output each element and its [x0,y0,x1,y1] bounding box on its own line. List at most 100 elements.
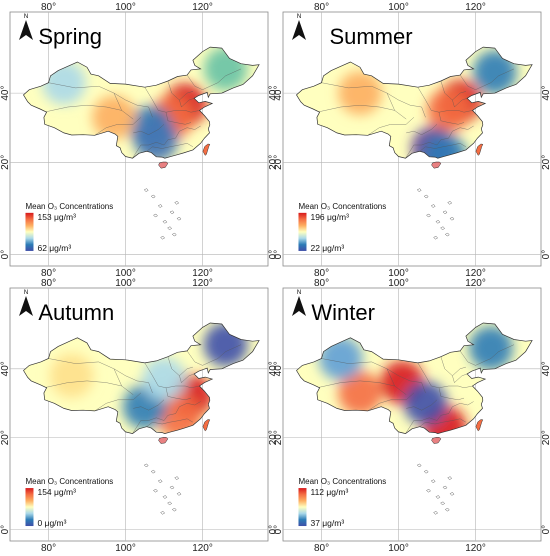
taiwan-island [475,419,484,432]
island-outline [416,188,422,192]
lon-tick-label-top: 120° [465,278,486,289]
legend-color-bar [298,212,307,251]
lon-tick-label-top: 80° [41,278,56,289]
island-outline [442,210,448,215]
province-boundary [386,368,426,393]
concentration-hotspot [403,381,448,426]
taiwan-island [475,143,484,156]
legend-max-label: 153 μg/m³ [37,212,76,222]
province-boundary [406,124,438,135]
lat-tick-label-left: 20° [273,430,284,445]
province-boundary [440,401,474,416]
province-boundary [438,385,473,389]
lat-tick-label-left: 40° [273,361,284,376]
island-outline [416,463,422,468]
province-boundary [419,420,453,427]
lon-tick-label-bottom: 80° [41,268,56,279]
season-title: Winter [311,300,375,325]
lon-tick-label-bottom: 80° [314,543,329,551]
province-boundary [48,358,115,370]
lon-tick-label-bottom: 100° [388,543,409,551]
concentration-hotspot [469,326,513,371]
lat-tick-label-left: 20° [273,155,284,170]
island-outline [447,201,453,205]
province-boundary [316,104,395,113]
province-boundary [406,399,438,411]
province-boundary [113,93,134,120]
hainan-island [158,437,169,444]
province-boundary [417,87,442,121]
island-outline [423,469,429,474]
province-boundary [146,420,180,427]
province-boundary [186,344,242,366]
island-outline [440,501,445,506]
hainan-island [431,161,442,169]
concentration-hotspot [49,353,94,398]
lat-tick-label-left: 0° [273,250,284,260]
province-boundary [179,366,193,376]
island-outline [430,479,436,483]
province-boundary [165,110,200,113]
province-boundary [167,125,201,141]
island-outline [171,507,177,512]
island-outline [449,492,455,496]
lat-tick-label-right: 20° [268,155,279,170]
country-outline [23,322,260,434]
taiwan-island [202,143,211,156]
province-boundary [438,110,473,113]
province-boundary [454,373,468,383]
lon-tick-label-bottom: 100° [115,268,136,279]
province-boundary [417,362,442,397]
province-boundary [367,392,415,412]
island-outline [157,204,163,208]
island-outline [435,495,441,499]
lon-tick-label-top: 80° [314,2,329,13]
country-outline [23,46,260,159]
season-title: Summer [329,24,412,49]
legend-min-label: 62 μg/m³ [37,243,71,253]
lat-tick-label-left: 0° [273,525,284,535]
island-outline [143,463,149,468]
lat-tick-label-right: 40° [541,86,550,101]
island-outline [150,194,156,199]
island-outline [176,216,182,221]
legend-max-label: 196 μg/m³ [310,212,349,222]
legend-title: Mean O₃ Concentrations [25,202,113,211]
concentration-hotspot [472,50,517,95]
province-boundary [454,98,468,108]
province-boundary [43,104,122,113]
island-outline [444,232,450,237]
province-boundary [367,117,415,136]
lat-tick-label-left: 40° [0,86,11,101]
province-boundary [321,82,388,94]
lat-tick-label-right: 0° [541,250,550,260]
province-boundary [321,358,388,370]
province-boundary [440,125,474,141]
province-boundary [132,415,169,434]
legend-title: Mean O₃ Concentrations [298,477,386,486]
lat-tick-label-left: 20° [0,155,11,170]
province-boundary [386,92,426,118]
lon-tick-label-top: 120° [465,2,486,13]
province-boundary [179,143,194,147]
province-boundary [144,362,169,397]
lat-tick-label-left: 40° [0,361,11,376]
island-outline [444,507,450,512]
province-boundary [179,91,193,101]
province-boundary [43,380,122,389]
lon-tick-label-bottom: 80° [41,543,56,551]
province-boundary [181,373,195,383]
province-boundary [386,368,407,395]
lon-tick-label-top: 80° [314,278,329,289]
island-outline [426,488,431,493]
legend-title: Mean O₃ Concentrations [298,202,386,211]
lat-tick-label-right: 20° [541,155,550,170]
north-arrow-icon [19,20,33,40]
north-label: N [24,290,28,296]
taiwan-island [202,419,211,432]
province-boundary [167,401,201,416]
lon-tick-label-top: 100° [115,278,136,289]
island-outline [169,210,175,215]
legend-title: Mean O₃ Concentrations [25,477,113,486]
